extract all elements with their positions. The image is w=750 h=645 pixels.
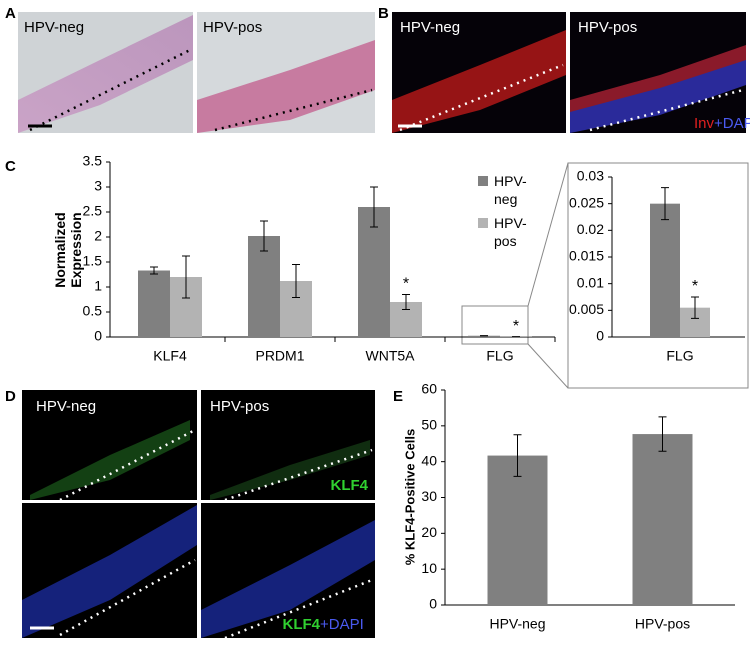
y-tick-label: 0.01 xyxy=(577,274,604,290)
tissue xyxy=(30,420,190,500)
y-tick-label: 3.5 xyxy=(83,153,103,169)
bar xyxy=(358,207,390,337)
stain-label: Inv xyxy=(694,115,715,132)
x-tick-label: WNT5A xyxy=(366,348,416,364)
y-tick-label: 0.015 xyxy=(569,248,604,264)
y-tick-label: 0 xyxy=(596,328,604,344)
x-tick-label: HPV-pos xyxy=(635,616,690,632)
panel-letter: C xyxy=(5,158,16,175)
y-tick-label: 1 xyxy=(94,278,102,294)
y-tick-label: 1.5 xyxy=(83,253,103,269)
image-label: HPV-neg xyxy=(36,398,96,415)
error-bar xyxy=(260,220,268,252)
y-axis-label: % KLF4-Positive Cells xyxy=(402,428,418,566)
tissue xyxy=(570,55,746,133)
stain-label: +DAPI xyxy=(714,115,750,132)
error-bar xyxy=(370,186,378,228)
dotted-border xyxy=(224,448,373,502)
tissue xyxy=(392,30,566,133)
y-tick-label: 0 xyxy=(94,328,102,344)
tissue xyxy=(18,15,193,133)
tissue xyxy=(210,440,370,500)
y-tick-label: 3 xyxy=(94,178,102,194)
error-bar xyxy=(691,296,699,319)
error-bar xyxy=(150,266,158,275)
legend-swatch xyxy=(478,218,488,228)
zoom-box xyxy=(461,305,529,345)
y-tick-label: 0.5 xyxy=(83,303,103,319)
legend-label: HPV-pos xyxy=(494,215,527,249)
bar xyxy=(650,203,680,337)
stain-label: +DAPI xyxy=(320,616,364,633)
dotted-border xyxy=(59,428,196,502)
y-tick-label: 0 xyxy=(429,596,437,612)
legend-label: HPV-neg xyxy=(494,173,527,207)
zoom-line xyxy=(527,162,569,307)
legend-swatch xyxy=(478,176,488,186)
error-bar xyxy=(182,255,190,299)
tissue xyxy=(22,505,197,638)
y-tick-label: 0.005 xyxy=(569,301,604,317)
error-bar xyxy=(513,434,522,477)
tissue xyxy=(201,520,375,638)
image-d2 xyxy=(201,390,375,500)
image-label: HPV-pos xyxy=(210,398,269,415)
y-tick-label: 40 xyxy=(421,452,437,468)
panel-letter: A xyxy=(5,5,16,22)
bar xyxy=(632,434,693,605)
y-tick-label: 10 xyxy=(421,560,437,576)
y-tick-label: 30 xyxy=(421,488,437,504)
error-bar xyxy=(292,264,300,298)
panel-letter: E xyxy=(393,388,403,405)
stain-label: KLF4 xyxy=(331,477,369,494)
y-axis-label: Normalized Expression xyxy=(52,212,84,288)
tissue xyxy=(570,45,746,112)
image-label: HPV-neg xyxy=(400,19,460,36)
x-tick-label: FLG xyxy=(486,348,513,364)
x-tick-label: KLF4 xyxy=(153,348,187,364)
y-tick-label: 20 xyxy=(421,524,437,540)
annotation: * xyxy=(692,278,698,295)
image-label: HPV-neg xyxy=(24,19,84,36)
y-tick-label: 60 xyxy=(421,381,437,397)
panel-letter: D xyxy=(5,388,16,405)
y-tick-label: 0.025 xyxy=(569,194,604,210)
zoom-line xyxy=(527,343,569,389)
image-label: HPV-pos xyxy=(203,19,262,36)
bar xyxy=(487,455,548,605)
image-label: HPV-pos xyxy=(578,19,637,36)
inset-box xyxy=(567,162,749,389)
annotation: * xyxy=(513,318,519,335)
y-tick-label: 2.5 xyxy=(83,203,103,219)
error-bar xyxy=(402,294,410,310)
dotted-border xyxy=(399,63,564,132)
x-tick-label: FLG xyxy=(666,348,693,364)
dotted-border xyxy=(29,48,191,132)
dotted-border xyxy=(59,558,196,637)
panel-letter: B xyxy=(378,5,389,22)
stain-label: KLF4 xyxy=(283,616,321,633)
bar xyxy=(248,236,280,337)
y-tick-label: 50 xyxy=(421,417,437,433)
error-bar xyxy=(661,187,669,221)
y-tick-label: 0.03 xyxy=(577,168,604,184)
annotation: * xyxy=(403,276,409,293)
x-tick-label: HPV-neg xyxy=(489,616,545,632)
tissue xyxy=(197,40,375,133)
y-tick-label: 2 xyxy=(94,228,102,244)
y-tick-label: 0.02 xyxy=(577,221,604,237)
x-tick-label: PRDM1 xyxy=(255,348,304,364)
bar xyxy=(138,270,170,337)
error-bar xyxy=(658,416,667,452)
